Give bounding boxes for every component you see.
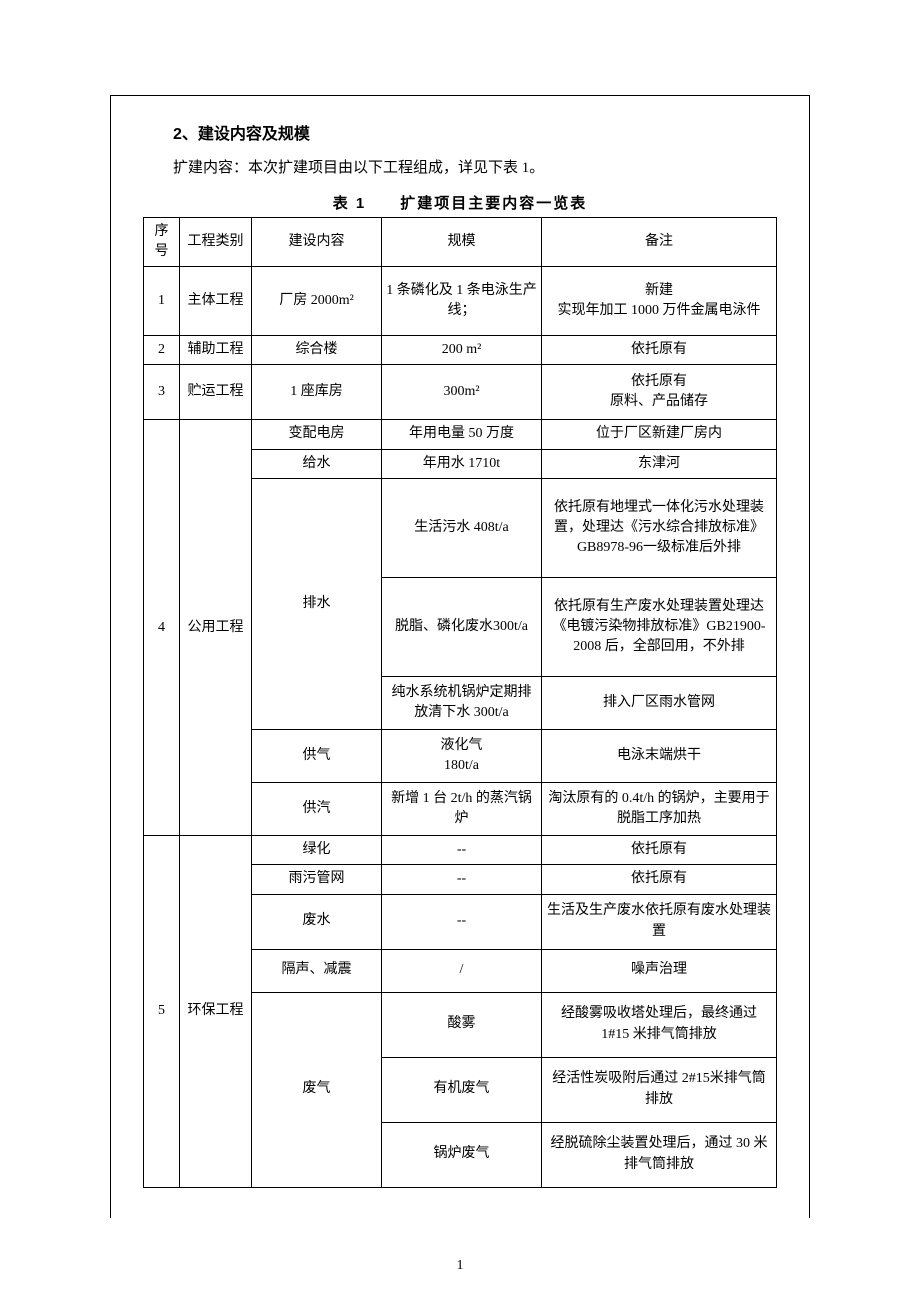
th-idx: 序号 <box>144 217 180 267</box>
cell-scale: 300m² <box>382 365 542 420</box>
cell-note: 依托原有 <box>542 865 777 894</box>
th-category: 工程类别 <box>180 217 252 267</box>
cell-scale: 生活污水 408t/a <box>382 478 542 577</box>
cell-scale: / <box>382 949 542 992</box>
cell-scale: 有机废气 <box>382 1057 542 1122</box>
cell-content: 综合楼 <box>252 336 382 365</box>
cell-scale: 新增 1 台 2t/h 的蒸汽锅炉 <box>382 782 542 835</box>
page-number: 1 <box>0 1258 920 1274</box>
cell-scale: 锅炉废气 <box>382 1122 542 1187</box>
cell-note: 依托原有 <box>542 835 777 864</box>
section-title: 2、建设内容及规模 <box>173 120 777 144</box>
cell-content: 废水 <box>252 894 382 949</box>
cell-scale: -- <box>382 894 542 949</box>
table-header-row: 序号 工程类别 建设内容 规模 备注 <box>144 217 777 267</box>
cell-note: 经酸雾吸收塔处理后，最终通过 1#15 米排气筒排放 <box>542 992 777 1057</box>
cell-scale: 1 条磷化及 1 条电泳生产线； <box>382 267 542 336</box>
cell-content: 废气 <box>252 992 382 1187</box>
cell-content: 供气 <box>252 729 382 782</box>
table-row: 3 贮运工程 1 座库房 300m² 依托原有原料、产品储存 <box>144 365 777 420</box>
cell-scale: 酸雾 <box>382 992 542 1057</box>
cell-note: 依托原有 <box>542 336 777 365</box>
cell-note: 经活性炭吸附后通过 2#15米排气筒排放 <box>542 1057 777 1122</box>
cell-note: 依托原有地埋式一体化污水处理装置，处理达《污水综合排放标准》GB8978-96一… <box>542 478 777 577</box>
cell-note: 噪声治理 <box>542 949 777 992</box>
cell-category: 环保工程 <box>180 835 252 1187</box>
cell-category: 辅助工程 <box>180 336 252 365</box>
table-row: 1 主体工程 厂房 2000m² 1 条磷化及 1 条电泳生产线； 新建实现年加… <box>144 267 777 336</box>
table-row: 4 公用工程 变配电房 年用电量 50 万度 位于厂区新建厂房内 <box>144 420 777 449</box>
cell-scale: 年用电量 50 万度 <box>382 420 542 449</box>
cell-content: 变配电房 <box>252 420 382 449</box>
cell-scale: 液化气180t/a <box>382 729 542 782</box>
cell-content: 供汽 <box>252 782 382 835</box>
cell-note: 电泳末端烘干 <box>542 729 777 782</box>
cell-note: 经脱硫除尘装置处理后，通过 30 米排气筒排放 <box>542 1122 777 1187</box>
main-table: 序号 工程类别 建设内容 规模 备注 1 主体工程 厂房 2000m² 1 条磷… <box>143 217 777 1188</box>
cell-scale: -- <box>382 835 542 864</box>
th-scale: 规模 <box>382 217 542 267</box>
cell-scale: 年用水 1710t <box>382 449 542 478</box>
cell-category: 主体工程 <box>180 267 252 336</box>
cell-scale: -- <box>382 865 542 894</box>
cell-note: 淘汰原有的 0.4t/h 的锅炉，主要用于脱脂工序加热 <box>542 782 777 835</box>
cell-note: 依托原有原料、产品储存 <box>542 365 777 420</box>
cell-note: 排入厂区雨水管网 <box>542 676 777 729</box>
cell-content: 隔声、减震 <box>252 949 382 992</box>
table-caption: 表 1 扩建项目主要内容一览表 <box>143 192 777 213</box>
table-row: 5 环保工程 绿化 -- 依托原有 <box>144 835 777 864</box>
cell-note: 新建实现年加工 1000 万件金属电泳件 <box>542 267 777 336</box>
cell-content: 绿化 <box>252 835 382 864</box>
cell-content: 1 座库房 <box>252 365 382 420</box>
th-content: 建设内容 <box>252 217 382 267</box>
cell-scale: 200 m² <box>382 336 542 365</box>
th-note: 备注 <box>542 217 777 267</box>
cell-idx: 1 <box>144 267 180 336</box>
cell-scale: 脱脂、磷化废水300t/a <box>382 577 542 676</box>
cell-note: 东津河 <box>542 449 777 478</box>
cell-note: 位于厂区新建厂房内 <box>542 420 777 449</box>
cell-content: 给水 <box>252 449 382 478</box>
cell-idx: 2 <box>144 336 180 365</box>
cell-scale: 纯水系统机锅炉定期排放清下水 300t/a <box>382 676 542 729</box>
page-frame: 2、建设内容及规模 扩建内容：本次扩建项目由以下工程组成，详见下表 1。 表 1… <box>110 95 810 1218</box>
cell-content: 排水 <box>252 478 382 729</box>
cell-idx: 4 <box>144 420 180 836</box>
cell-category: 公用工程 <box>180 420 252 836</box>
cell-category: 贮运工程 <box>180 365 252 420</box>
cell-idx: 5 <box>144 835 180 1187</box>
intro-text: 扩建内容：本次扩建项目由以下工程组成，详见下表 1。 <box>143 156 777 182</box>
table-row: 2 辅助工程 综合楼 200 m² 依托原有 <box>144 336 777 365</box>
cell-content: 厂房 2000m² <box>252 267 382 336</box>
cell-idx: 3 <box>144 365 180 420</box>
cell-content: 雨污管网 <box>252 865 382 894</box>
cell-note: 依托原有生产废水处理装置处理达《电镀污染物排放标准》GB21900-2008 后… <box>542 577 777 676</box>
cell-note: 生活及生产废水依托原有废水处理装置 <box>542 894 777 949</box>
